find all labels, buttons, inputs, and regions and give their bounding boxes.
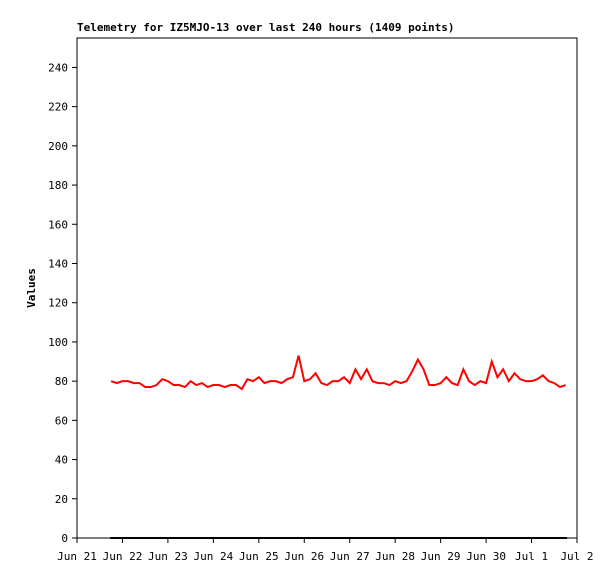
x-tick-label: Jun 27 bbox=[330, 550, 370, 563]
x-tick-label: Jun 29 bbox=[421, 550, 461, 563]
x-tick-label: Jul 1 bbox=[515, 550, 548, 563]
y-tick-label: 180 bbox=[48, 179, 68, 192]
x-tick-label: Jun 24 bbox=[193, 550, 233, 563]
y-axis-label: Values bbox=[25, 268, 38, 308]
x-tick-label: Jun 30 bbox=[466, 550, 506, 563]
chart-title: Telemetry for IZ5MJO-13 over last 240 ho… bbox=[77, 21, 455, 34]
x-tick-label: Jun 28 bbox=[375, 550, 415, 563]
x-tick-label: Jul 2 bbox=[560, 550, 593, 563]
y-tick-label: 200 bbox=[48, 140, 68, 153]
plot-frame bbox=[76, 37, 578, 539]
y-tick-label: 160 bbox=[48, 218, 68, 231]
x-tick-label: Jun 25 bbox=[239, 550, 279, 563]
x-tick-label: Jun 26 bbox=[284, 550, 324, 563]
x-tick-label: Jun 23 bbox=[148, 550, 188, 563]
series-line bbox=[110, 355, 566, 391]
x-tick-label: Jun 22 bbox=[103, 550, 143, 563]
y-tick-label: 20 bbox=[55, 493, 68, 506]
y-tick-label: 60 bbox=[55, 414, 68, 427]
y-tick-label: 240 bbox=[48, 61, 68, 74]
y-tick-label: 40 bbox=[55, 454, 68, 467]
x-tick-label: Jun 21 bbox=[57, 550, 97, 563]
y-tick-label: 80 bbox=[55, 375, 68, 388]
y-tick-label: 220 bbox=[48, 101, 68, 114]
y-tick-label: 100 bbox=[48, 336, 68, 349]
y-tick-label: 0 bbox=[61, 532, 68, 545]
y-tick-label: 140 bbox=[48, 257, 68, 270]
y-tick-label: 120 bbox=[48, 297, 68, 310]
